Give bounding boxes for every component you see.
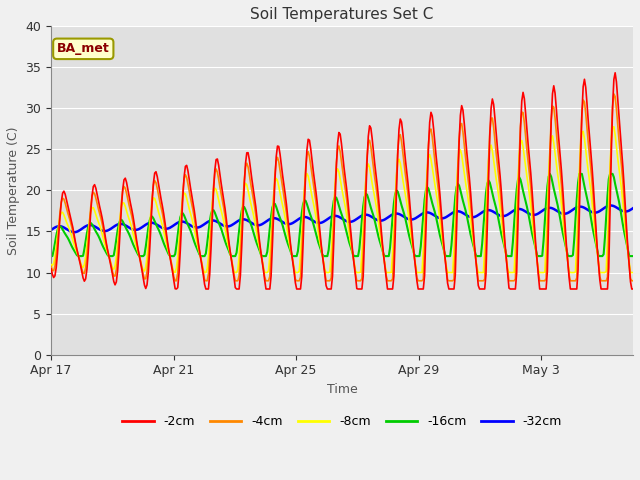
Legend: -2cm, -4cm, -8cm, -16cm, -32cm: -2cm, -4cm, -8cm, -16cm, -32cm xyxy=(117,410,567,433)
Text: BA_met: BA_met xyxy=(57,42,109,55)
Title: Soil Temperatures Set C: Soil Temperatures Set C xyxy=(250,7,434,22)
Y-axis label: Soil Temperature (C): Soil Temperature (C) xyxy=(7,126,20,254)
X-axis label: Time: Time xyxy=(326,383,358,396)
